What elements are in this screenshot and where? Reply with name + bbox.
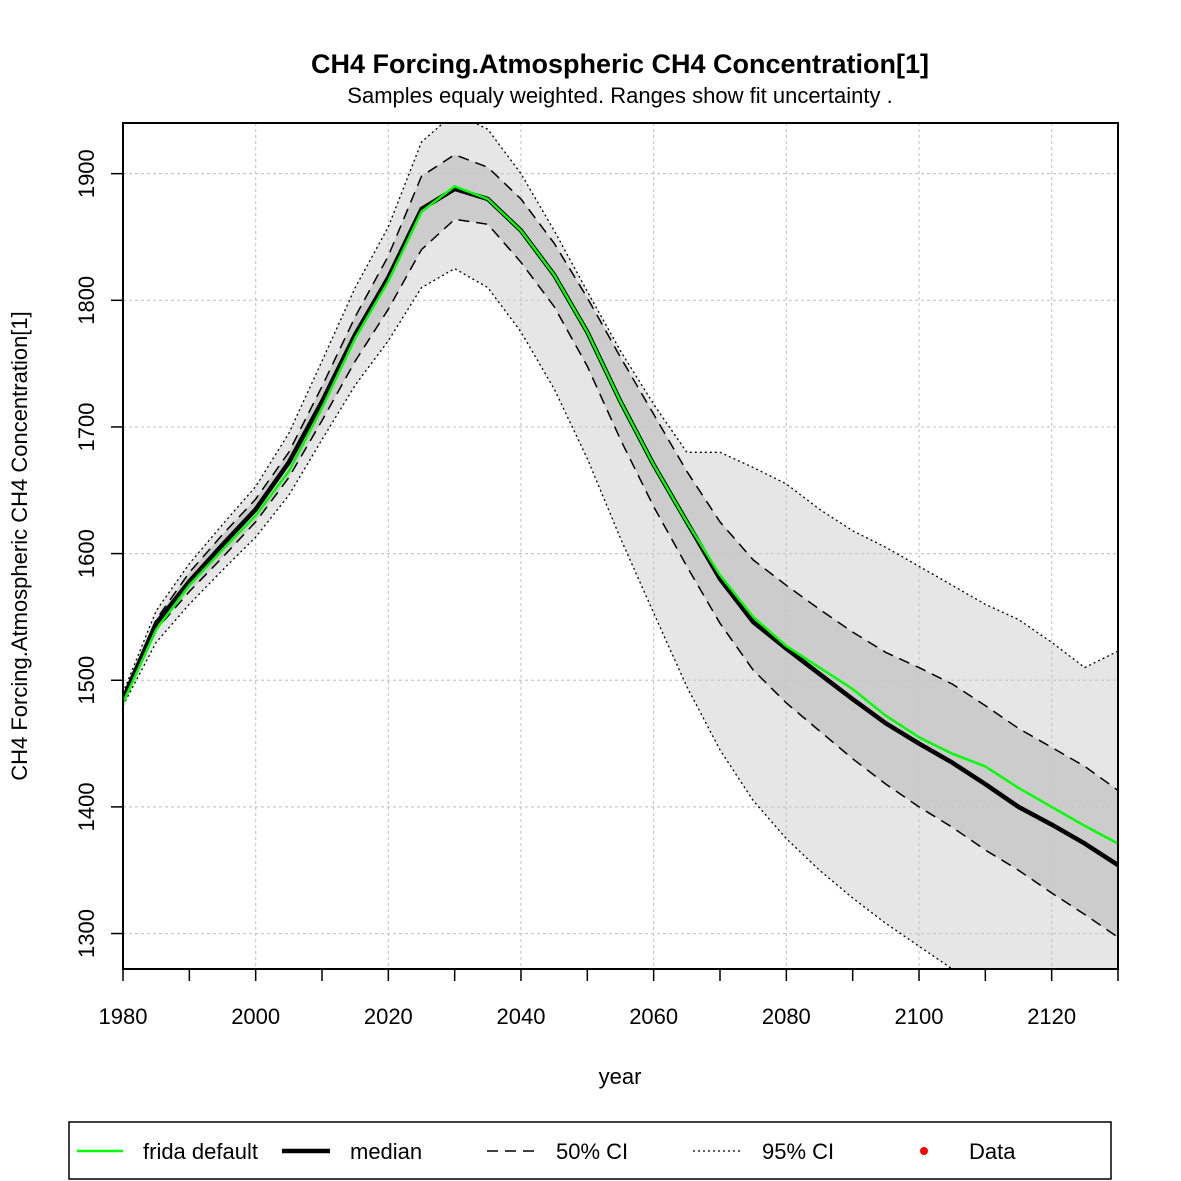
legend-item: Data — [920, 1139, 1016, 1164]
main-lines — [123, 185, 1118, 867]
grid — [122, 123, 1118, 969]
y-tick-label: 1800 — [74, 276, 99, 325]
legend-swatch — [920, 1147, 928, 1155]
legend-item: median — [282, 1139, 422, 1164]
x-tick-label: 2000 — [231, 1004, 280, 1029]
legend-item: 50% CI — [487, 1139, 628, 1164]
legend-label: 50% CI — [556, 1139, 628, 1164]
frida-default-line — [123, 185, 1118, 845]
legend-item: 95% CI — [693, 1139, 834, 1164]
x-tick-label: 2040 — [497, 1004, 546, 1029]
x-tick-label: 1980 — [99, 1004, 148, 1029]
x-axis: 1980 2000 2020 2040 2060 2080 2100 2120 — [99, 968, 1119, 1029]
legend-item: frida default — [77, 1139, 258, 1164]
legend-label: Data — [969, 1139, 1016, 1164]
legend-box — [68, 1121, 1112, 1180]
y-axis: 1300 1400 1500 1600 1700 1800 1900 — [74, 149, 123, 958]
ci-bands — [123, 123, 1118, 969]
ci95-upper-line — [123, 123, 1118, 694]
legend-label: frida default — [143, 1139, 258, 1164]
ci-lines — [123, 123, 1118, 969]
ci95-band — [123, 123, 1118, 969]
legend-label: median — [350, 1139, 422, 1164]
y-tick-label: 1600 — [74, 529, 99, 578]
y-tick-label: 1700 — [74, 403, 99, 452]
x-tick-label: 2120 — [1027, 1004, 1076, 1029]
ci50-upper-line — [123, 153, 1118, 792]
ci50-band — [123, 154, 1118, 938]
y-tick-label: 1500 — [74, 656, 99, 705]
x-tick-label: 2100 — [895, 1004, 944, 1029]
y-tick-label: 1900 — [74, 149, 99, 198]
x-tick-label: 2020 — [364, 1004, 413, 1029]
legend: frida default median 50% CI 95% CI Data — [68, 1121, 1112, 1180]
chart-subtitle: Samples equaly weighted. Ranges show fit… — [347, 83, 892, 108]
x-tick-label: 2060 — [629, 1004, 678, 1029]
y-axis-label: CH4 Forcing.Atmospheric CH4 Concentratio… — [7, 311, 32, 781]
x-axis-label: year — [599, 1064, 642, 1089]
chart-title: CH4 Forcing.Atmospheric CH4 Concentratio… — [311, 49, 929, 79]
x-tick-label: 2080 — [762, 1004, 811, 1029]
legend-label: 95% CI — [762, 1139, 834, 1164]
y-tick-label: 1400 — [74, 782, 99, 831]
plot-area — [122, 122, 1119, 970]
y-tick-label: 1300 — [74, 909, 99, 958]
